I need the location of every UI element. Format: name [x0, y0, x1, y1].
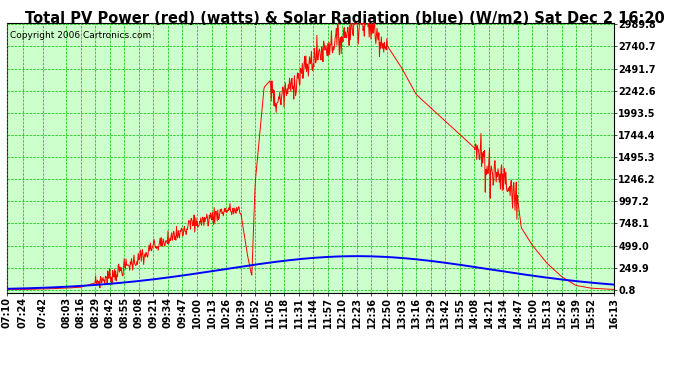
Text: Total PV Power (red) (watts) & Solar Radiation (blue) (W/m2) Sat Dec 2 16:20: Total PV Power (red) (watts) & Solar Rad…	[25, 11, 665, 26]
Text: Copyright 2006 Cartronics.com: Copyright 2006 Cartronics.com	[10, 31, 151, 40]
